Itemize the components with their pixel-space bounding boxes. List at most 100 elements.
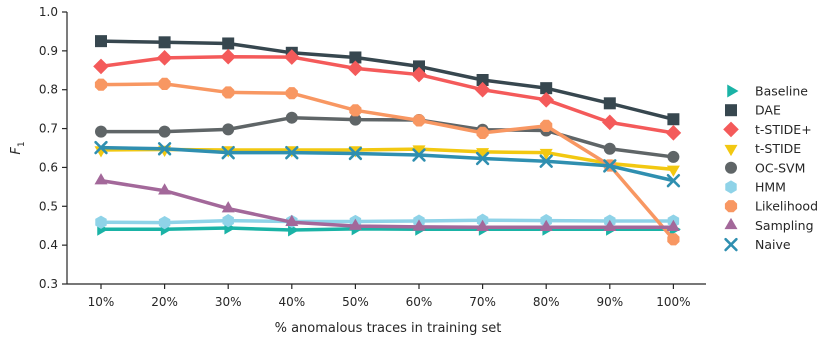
legend-label-t-stide: t-STIDE+ <box>755 122 812 137</box>
legend-label-t-stide: t-STIDE <box>755 141 801 156</box>
y-tick-label: 1.0 <box>39 5 58 19</box>
legend-marker-t-stide <box>724 144 738 157</box>
data-point-t-stide <box>347 60 364 77</box>
data-point-t-stide <box>93 58 109 75</box>
data-point-sampling <box>221 201 235 213</box>
axes: 0.3 0.4 0.5 0.6 0.7 0.8 0.9 1.0 10% 20% 30% 40% 50% 6… <box>39 5 706 309</box>
data-point-naive-stroke <box>539 154 553 168</box>
legend-item-oc-svm: OC-SVM <box>725 160 805 175</box>
x-tick-label: 90% <box>596 295 623 309</box>
y-tick-label: 0.5 <box>39 199 58 213</box>
legend: Baseline DAE t-STIDE+ t-STIDE OC-SVM HMM Likel… <box>723 84 817 252</box>
data-point-sampling <box>158 183 172 195</box>
data-point-oc-svm <box>285 111 298 124</box>
series-sampling <box>94 173 680 232</box>
data-point-naive <box>475 151 490 166</box>
legend-label-sampling: Sampling <box>755 218 814 233</box>
legend-item-sampling: Sampling <box>724 217 814 233</box>
data-point-likelihood <box>412 114 426 127</box>
data-point-likelihood <box>349 104 362 117</box>
data-point-likelihood <box>667 233 680 246</box>
data-point-dae <box>413 60 425 73</box>
data-point-t-stide <box>538 92 554 108</box>
data-point-likelihood <box>94 78 108 91</box>
data-point-t-stide <box>665 125 682 141</box>
x-tick-label: 30% <box>215 295 242 309</box>
series-line-likelihood <box>99 82 676 242</box>
data-point-dae <box>667 113 680 126</box>
legend-marker-naive-stroke <box>724 237 738 252</box>
data-point-t-stide <box>476 148 490 160</box>
legend-marker-likelihood <box>724 200 738 213</box>
data-point-hmm <box>158 216 171 230</box>
data-point-hmm <box>95 215 107 229</box>
series-line-dae <box>99 39 676 121</box>
data-point-t-stide <box>474 81 491 98</box>
x-tick-label: 20% <box>151 295 178 309</box>
data-point-likelihood <box>476 126 489 139</box>
data-point-naive-stroke <box>285 145 299 160</box>
data-point-likelihood <box>285 87 298 100</box>
legend-item-t-stide: t-STIDE+ <box>723 121 812 138</box>
data-point-dae <box>349 51 362 64</box>
data-point-likelihood <box>222 86 235 99</box>
series-dae <box>95 35 680 126</box>
data-point-sampling <box>348 218 362 230</box>
data-point-dae <box>158 36 171 49</box>
data-point-dae <box>476 74 489 86</box>
series-line-oc-svm <box>99 115 676 159</box>
legend-marker-hmm <box>725 180 737 194</box>
data-point-sampling <box>412 219 426 231</box>
data-point-t-stide <box>539 148 553 161</box>
data-point-naive-stroke <box>666 173 681 188</box>
data-point-t-stide <box>156 50 173 66</box>
x-tick-label: 80% <box>533 295 560 309</box>
legend-item-naive: Naive <box>724 237 791 252</box>
series-likelihood <box>94 77 680 246</box>
data-point-sampling <box>285 214 299 226</box>
data-point-dae <box>603 97 616 110</box>
legend-marker-naive <box>724 237 738 252</box>
data-point-likelihood <box>540 119 553 132</box>
series-line-hmm <box>99 218 676 225</box>
data-point-naive <box>221 145 235 160</box>
data-point-t-stide <box>666 165 680 177</box>
data-point-naive-stroke <box>603 159 617 173</box>
data-point-t-stide <box>411 66 427 83</box>
data-point-oc-svm <box>95 125 107 138</box>
legend-label-dae: DAE <box>755 103 781 118</box>
series-line-naive <box>99 145 676 183</box>
data-point-naive-stroke <box>157 142 172 156</box>
data-point-naive <box>412 148 426 162</box>
series-lines <box>93 35 682 246</box>
legend-item-baseline: Baseline <box>727 84 808 99</box>
y-tick-label: 0.6 <box>39 160 58 174</box>
series-line-baseline <box>99 226 676 232</box>
data-point-naive-stroke <box>221 145 235 160</box>
data-point-t-stide <box>602 114 618 131</box>
x-tick-label: 10% <box>88 295 115 309</box>
x-tick-label: 70% <box>469 295 496 309</box>
legend-marker-sampling <box>724 217 738 230</box>
data-point-sampling <box>666 219 680 232</box>
data-point-oc-svm <box>667 150 680 163</box>
y-axis-label: F1 <box>9 141 27 154</box>
legend-marker-t-stide <box>723 121 739 138</box>
series-naive <box>94 140 681 188</box>
data-point-oc-svm <box>158 125 171 138</box>
data-point-sampling <box>603 219 617 232</box>
legend-label-hmm: HMM <box>755 180 786 195</box>
x-tick-label: 100% <box>656 295 690 309</box>
data-point-dae <box>95 35 107 48</box>
data-point-t-stide <box>284 49 300 65</box>
legend-label-baseline: Baseline <box>755 84 808 99</box>
data-point-naive-stroke <box>348 146 363 161</box>
data-point-naive-stroke <box>475 151 490 166</box>
data-point-naive <box>285 145 299 160</box>
legend-label-naive: Naive <box>755 237 791 252</box>
legend-item-t-stide: t-STIDE <box>724 141 801 157</box>
legend-marker-baseline <box>727 84 739 98</box>
series-line-sampling <box>99 178 676 230</box>
